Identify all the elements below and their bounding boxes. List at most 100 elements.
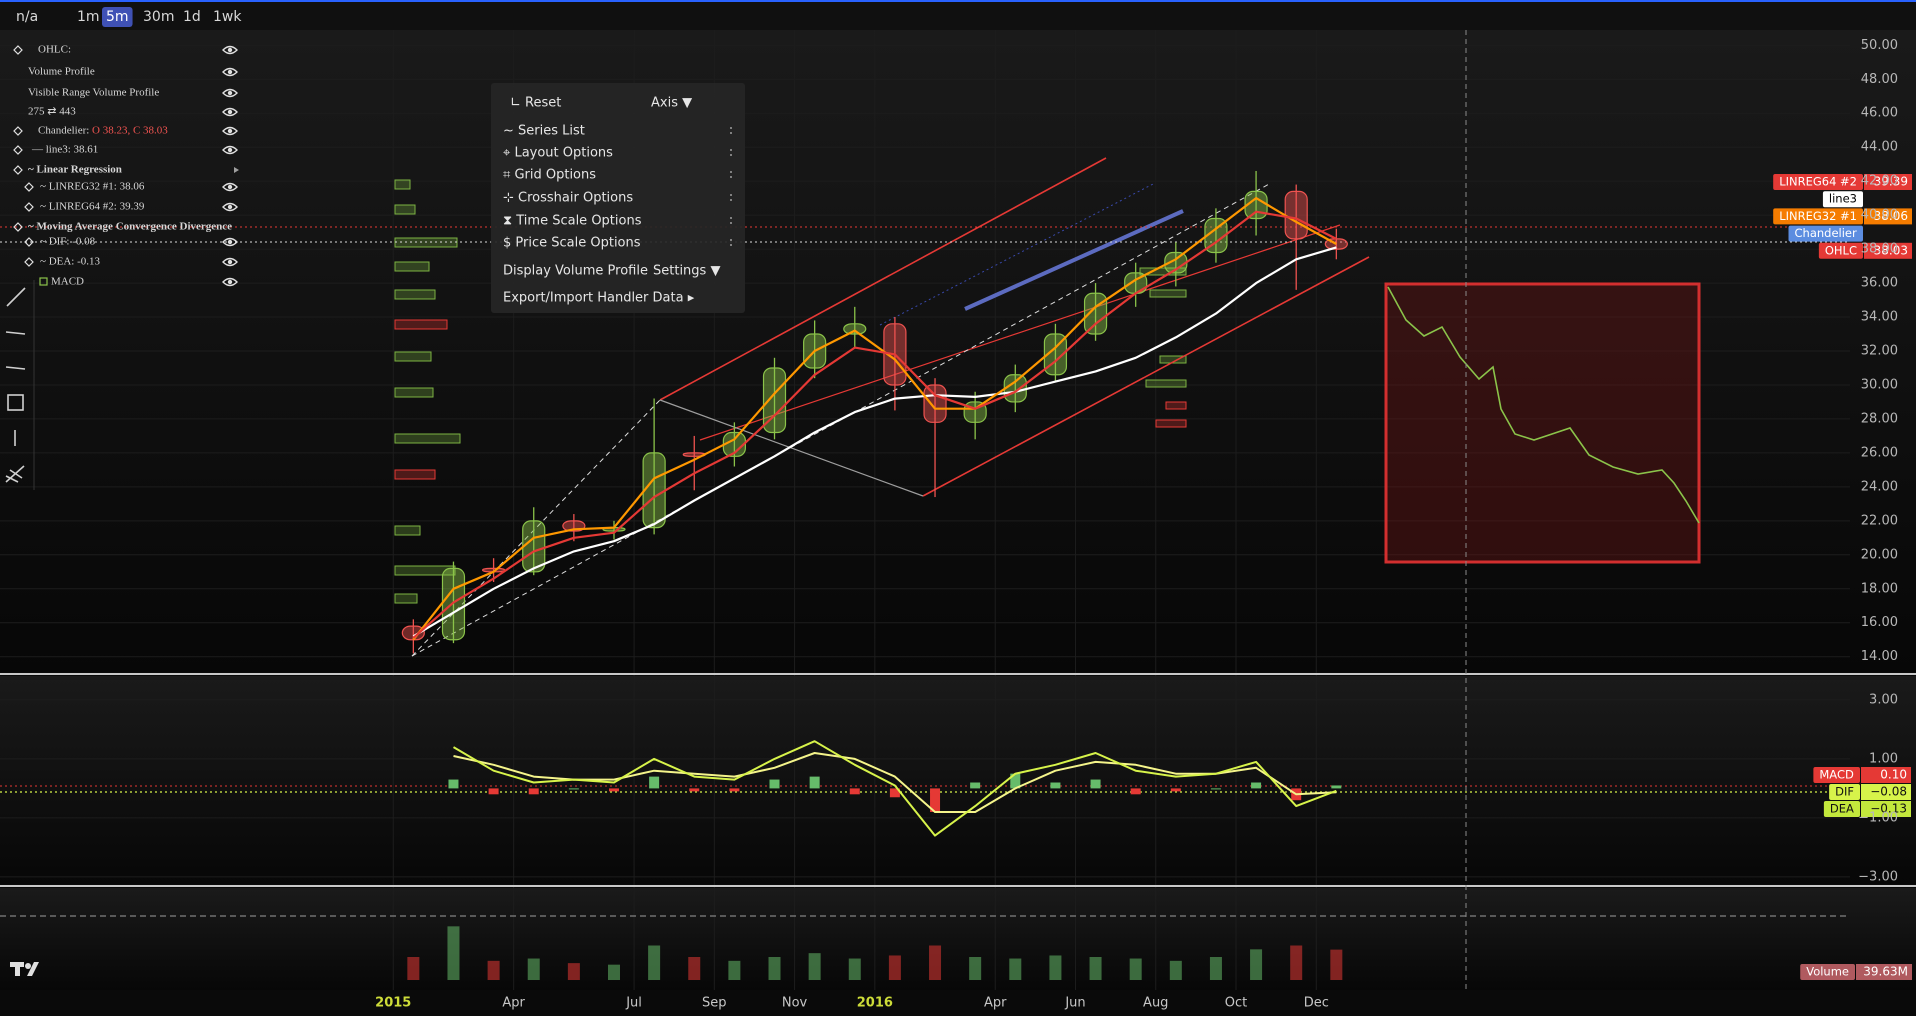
tool-rect[interactable]	[7, 394, 24, 411]
macd-histogram	[1010, 773, 1021, 789]
x-tick-label: Jun	[1064, 996, 1085, 1011]
y-tick-label: 40.00	[1861, 208, 1898, 223]
macd-histogram	[729, 788, 740, 792]
menu-dots	[730, 239, 732, 241]
macd-histogram	[1331, 785, 1342, 789]
menu-item[interactable]: ∟ Reset	[510, 96, 561, 111]
y-tick-label: 32.00	[1861, 344, 1898, 359]
legend-diamond[interactable]	[13, 145, 23, 155]
menu-dots	[730, 194, 732, 196]
y-tick-label: 18.00	[1861, 581, 1898, 596]
volume-bar	[808, 953, 821, 980]
interval-button[interactable]: 1d	[183, 9, 201, 25]
menu-item[interactable]: ⊹ Crosshair Options	[503, 191, 633, 206]
legend-diamond[interactable]	[13, 126, 23, 136]
tag-value: −0.13	[1870, 802, 1907, 816]
interval-button[interactable]: 1wk	[213, 9, 242, 25]
x-tick-label: Sep	[702, 996, 727, 1011]
menu-item[interactable]: Display Volume Profile	[503, 264, 648, 279]
menu-dropdown[interactable]: Axis ▼	[651, 96, 692, 111]
legend-diamond[interactable]	[24, 202, 34, 212]
interval-button[interactable]: 30m	[143, 9, 174, 25]
macd-histogram	[1050, 782, 1061, 789]
tool-trendline[interactable]	[6, 287, 26, 307]
projection-path	[1387, 286, 1700, 524]
volume-bar	[567, 963, 580, 980]
volume-bar	[447, 926, 460, 980]
tag-value-bg	[1861, 784, 1911, 800]
tool-ray[interactable]	[5, 331, 26, 335]
candle-body	[1003, 374, 1027, 403]
profile-bar	[394, 565, 456, 576]
profile-bar	[1139, 267, 1187, 276]
macd-histogram	[568, 788, 579, 790]
volume-bar	[527, 958, 540, 980]
tag-label-bg	[1813, 767, 1860, 783]
menu-dots	[730, 149, 732, 151]
legend-diamond[interactable]	[24, 257, 34, 267]
menu-dots	[730, 222, 732, 224]
legend-diamond[interactable]	[24, 237, 34, 247]
tag-label: Chandelier	[1795, 226, 1857, 240]
tag-label-bg	[1822, 191, 1863, 208]
legend-diamond[interactable]	[24, 182, 34, 192]
tag-label-bg	[1788, 225, 1863, 242]
x-tick-label: Oct	[1225, 996, 1247, 1011]
volume-bar	[1169, 960, 1182, 980]
y-tick-label: 22.00	[1861, 513, 1898, 528]
profile-bar	[394, 351, 432, 362]
menu-item[interactable]: ⌗ Grid Options	[503, 168, 596, 183]
candle-body	[923, 384, 947, 423]
menu-dropdown[interactable]: Settings ▼	[653, 264, 720, 279]
interval-button[interactable]: 1m	[77, 9, 100, 25]
volume-bar	[728, 960, 741, 980]
macd-histogram	[1210, 788, 1221, 790]
menu-item[interactable]: ~ Series List	[503, 124, 585, 139]
legend: OHLC: Volume Profile Visible Range Volum…	[13, 44, 239, 288]
legend-diamond[interactable]	[13, 165, 23, 175]
tool-fib[interactable]	[5, 465, 25, 483]
legend-swatch	[39, 277, 48, 286]
expand-arrow[interactable]	[234, 167, 239, 173]
volume-profile-range	[1139, 267, 1187, 428]
macd-histogram	[1090, 779, 1101, 789]
volume-bar	[1250, 949, 1263, 980]
candle-body	[441, 567, 466, 641]
tool-hline[interactable]	[5, 366, 26, 370]
box	[1384, 282, 1701, 564]
tag-value: 39.63M	[1863, 965, 1908, 979]
menu-dots	[730, 176, 732, 178]
channel-mid	[699, 224, 1341, 441]
profile-bar	[394, 204, 416, 215]
macd-histogram	[528, 788, 539, 795]
menu-item[interactable]: Export/Import Handler Data ▸	[503, 291, 695, 306]
moving-average	[412, 246, 1337, 638]
x-tick-label: 2016	[857, 996, 893, 1011]
macd-histogram	[608, 788, 619, 792]
menu-item[interactable]: ⌖ Layout Options	[503, 146, 613, 161]
tag-value-bg	[1864, 174, 1912, 190]
tag-label: line3	[1829, 192, 1857, 206]
x-tick-label: 2015	[375, 996, 411, 1011]
y-tick-label: 26.00	[1861, 445, 1898, 460]
tag-value-bg	[1861, 767, 1911, 783]
menu-item[interactable]: $ Price Scale Options	[503, 236, 641, 251]
legend-diamond[interactable]	[13, 45, 23, 55]
interval-button[interactable]: 5m	[106, 9, 129, 25]
interval-buttons: 1m 5m 30m 1d 1wk	[77, 7, 242, 27]
menu-panel	[491, 83, 745, 313]
macd-histogram	[809, 776, 820, 789]
legend-item: MACD	[51, 276, 84, 288]
y-tick-label: 28.00	[1861, 411, 1898, 426]
menu-item[interactable]: ⧗ Time Scale Options	[503, 214, 642, 229]
x-tick-label: Nov	[782, 996, 808, 1011]
volume-bar	[929, 945, 942, 980]
symbol[interactable]: n/a	[16, 9, 38, 25]
legend-item: Visible Range Volume Profile	[28, 87, 159, 99]
profile-bar	[1159, 355, 1187, 364]
volume-bar	[888, 955, 901, 980]
legend-diamond[interactable]	[13, 222, 23, 232]
logo	[10, 962, 39, 976]
y-tick-label: 20.00	[1861, 547, 1898, 562]
